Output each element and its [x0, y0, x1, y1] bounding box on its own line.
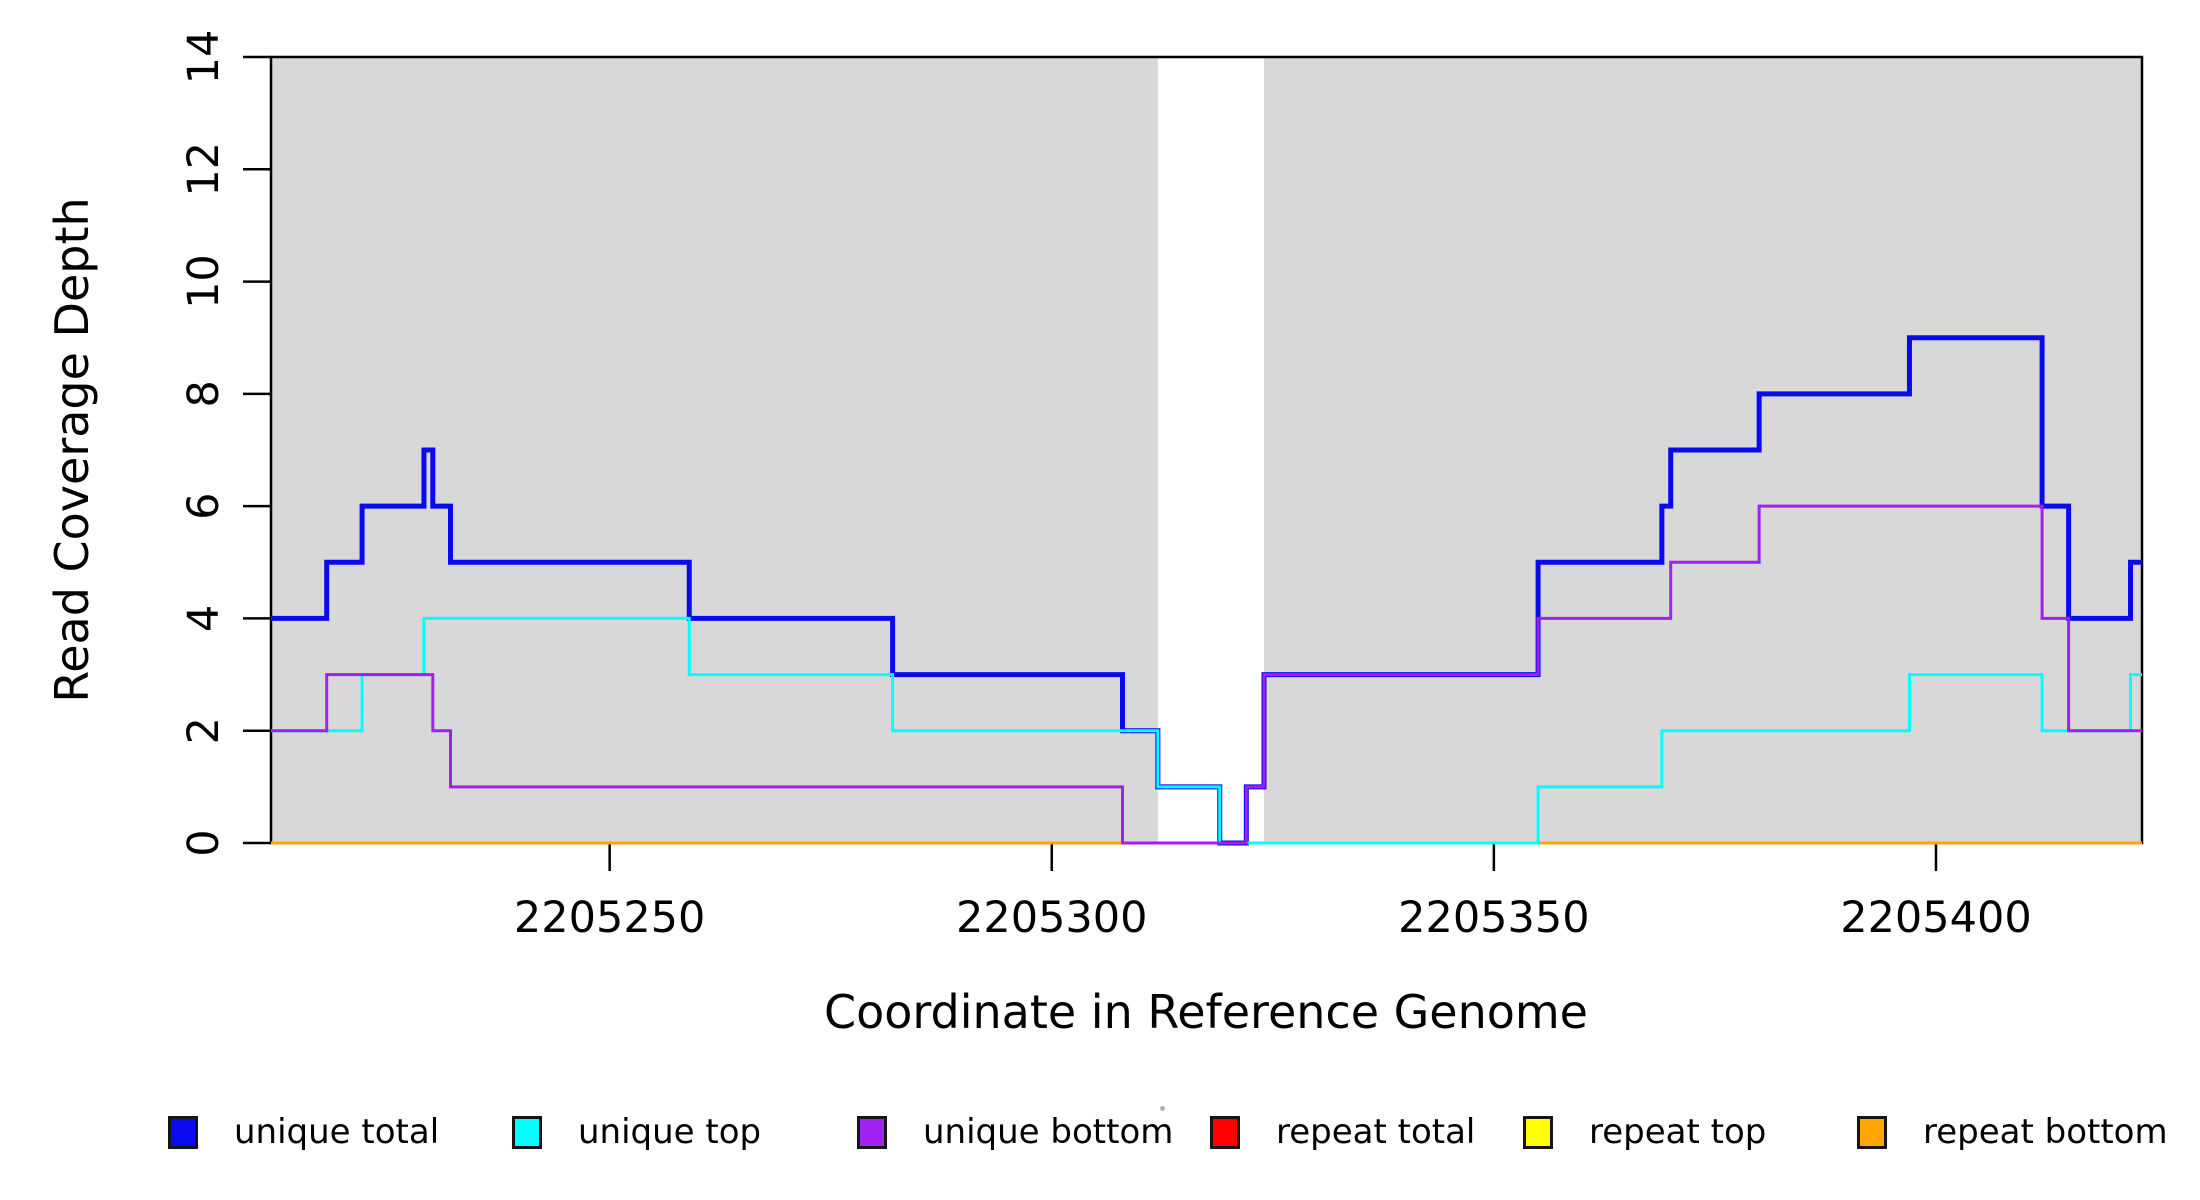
- x-tick-label: 2205250: [514, 893, 706, 943]
- y-axis-title: Read Coverage Depth: [45, 197, 99, 703]
- series-unique-bottom: [271, 504, 2142, 845]
- shaded-region: [271, 57, 1158, 843]
- x-tick-label: 2205400: [1840, 893, 2032, 943]
- x-tick-label: 2205350: [1398, 893, 1590, 943]
- y-tick-label: 2: [179, 717, 229, 744]
- y-tick-label: 6: [179, 492, 229, 519]
- y-tick-label: 14: [179, 30, 229, 85]
- stray-dot-artifact: [1160, 1106, 1165, 1111]
- y-tick-label: 0: [179, 829, 229, 856]
- y-tick-label: 4: [179, 605, 229, 632]
- x-axis-title: Coordinate in Reference Genome: [824, 985, 1588, 1039]
- series-unique-top: [271, 616, 2142, 845]
- x-tick-label: 2205300: [956, 893, 1148, 943]
- y-tick-label: 10: [179, 254, 229, 309]
- y-tick-label: 8: [179, 380, 229, 407]
- y-tick-label: 12: [179, 142, 229, 197]
